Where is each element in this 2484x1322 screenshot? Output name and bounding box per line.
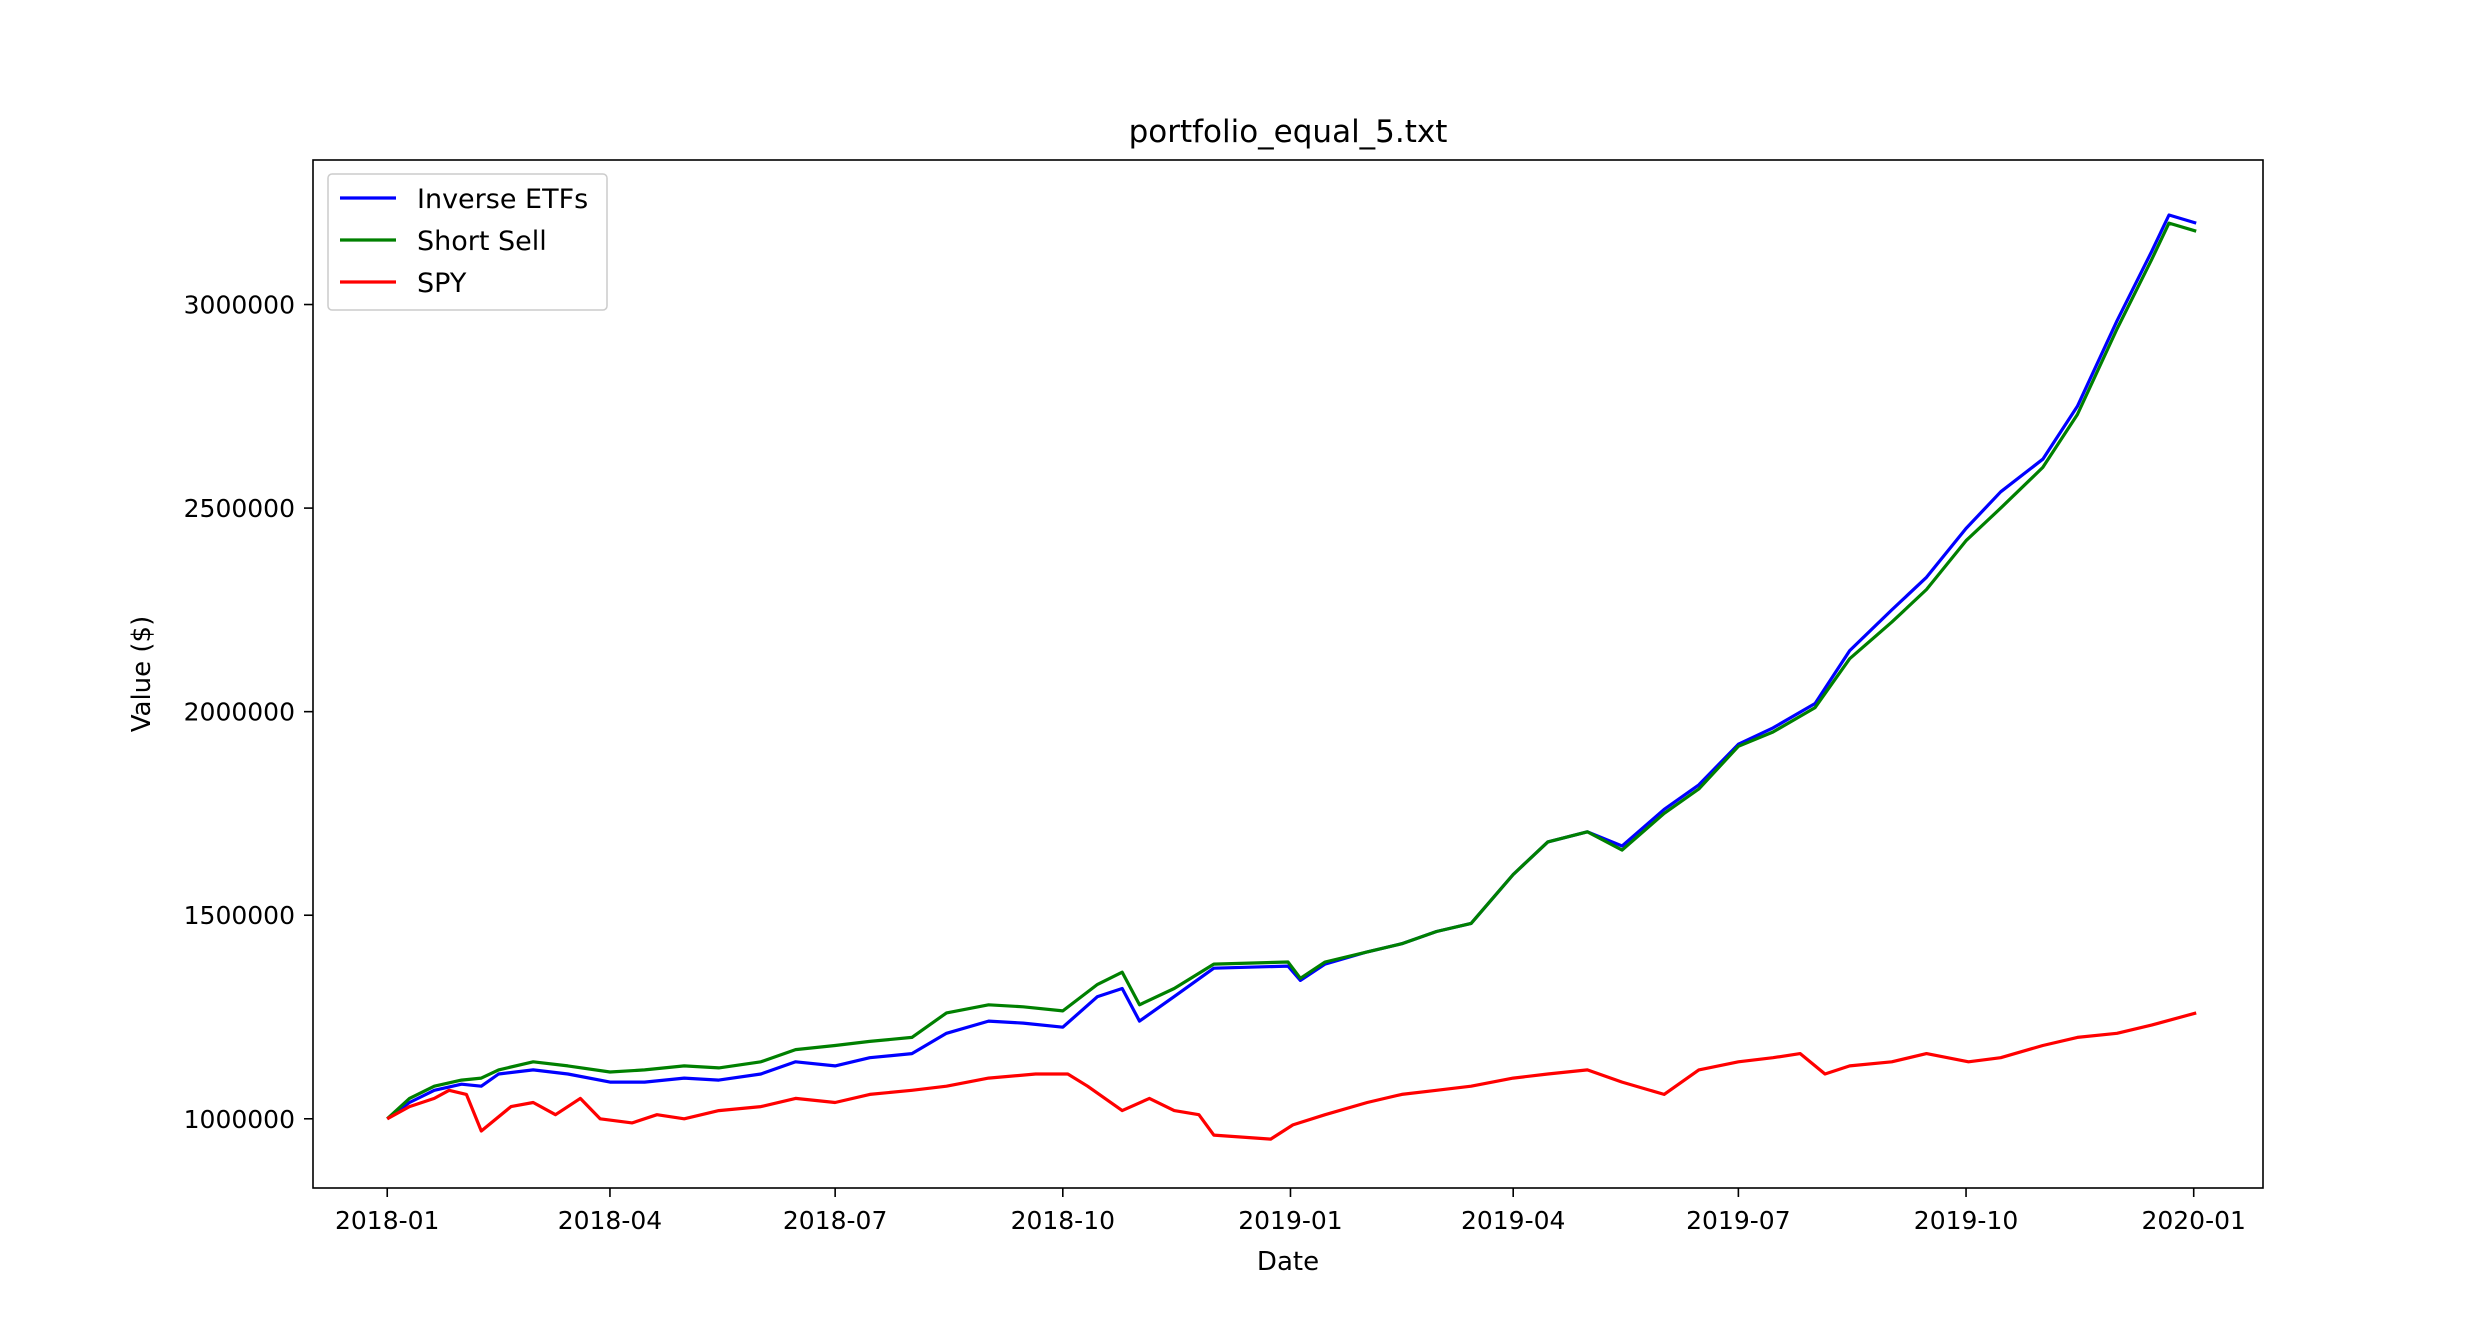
series-line-2 — [386, 1011, 2197, 1141]
x-tick-label: 2019-10 — [1914, 1206, 2018, 1235]
plot-frame — [312, 159, 2264, 1189]
legend: Inverse ETFs Short Sell SPY — [327, 173, 608, 311]
series-line-1 — [386, 221, 2197, 1120]
x-tick-label: 2018-01 — [335, 1206, 439, 1235]
y-tick-label: 1500000 — [184, 901, 295, 930]
y-tick-label: 2000000 — [184, 698, 295, 727]
x-tick-label: 2019-07 — [1686, 1206, 1790, 1235]
y-tick-label: 3000000 — [184, 291, 295, 320]
legend-label-1: Short Sell — [417, 226, 547, 257]
x-tick-label: 2019-04 — [1461, 1206, 1565, 1235]
x-tick-label: 2018-10 — [1011, 1206, 1115, 1235]
series-line-0 — [386, 213, 2197, 1121]
y-axis: 1000000 1500000 2000000 2500000 3000000 — [184, 291, 313, 1134]
x-tick-label: 2018-04 — [558, 1206, 662, 1235]
y-tick-label: 2500000 — [184, 494, 295, 523]
chart-title: portfolio_equal_5.txt — [1129, 114, 1448, 150]
y-tick-label: 1000000 — [184, 1105, 295, 1134]
series-layer — [386, 213, 2197, 1141]
y-axis-label: Value ($) — [127, 616, 157, 733]
x-tick-label: 2020-01 — [2141, 1206, 2245, 1235]
legend-label-2: SPY — [417, 268, 467, 299]
x-tick-label: 2019-01 — [1238, 1206, 1342, 1235]
legend-label-0: Inverse ETFs — [417, 184, 588, 215]
x-axis: 2018-01 2018-04 2018-07 2018-10 2019-01 2019-… — [335, 1188, 2246, 1235]
x-tick-label: 2018-07 — [783, 1206, 887, 1235]
legend-box — [327, 173, 608, 311]
x-axis-label: Date — [1257, 1247, 1319, 1277]
